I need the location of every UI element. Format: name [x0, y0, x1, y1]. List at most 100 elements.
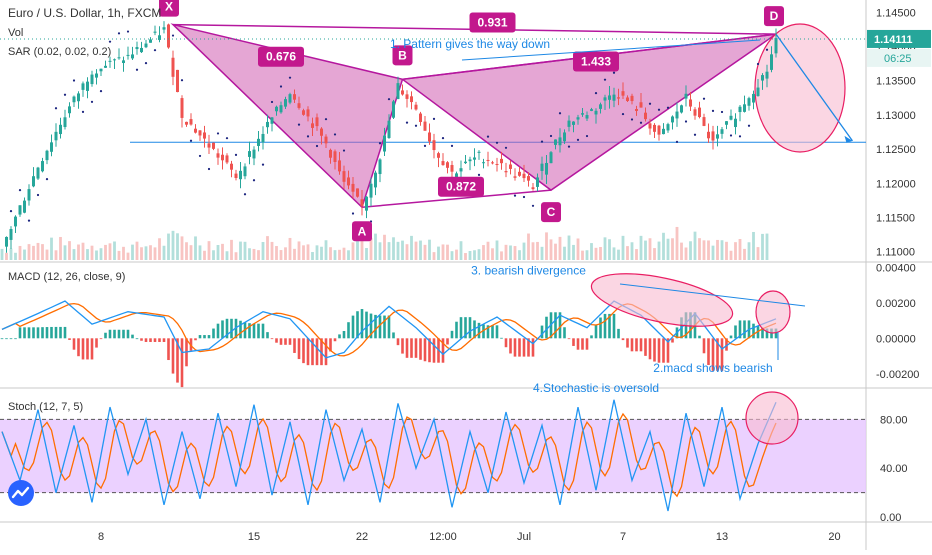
macd-histogram-bar [41, 327, 44, 339]
candle-body [527, 176, 530, 181]
volume-bar [549, 239, 553, 260]
macd-histogram-bar [617, 328, 620, 339]
divergence-ellipse [590, 273, 734, 327]
sar-dot [720, 110, 724, 114]
sar-dot [702, 97, 706, 100]
candle-body [477, 151, 481, 153]
volume-bar [716, 239, 719, 260]
macd-histogram-bar [63, 326, 67, 339]
candle-body [257, 138, 260, 146]
candle-body [617, 97, 620, 99]
stoch-tick-label: 40.00 [880, 463, 908, 475]
candle-body [684, 93, 688, 99]
macd-histogram-bar [756, 326, 760, 339]
candle-body [185, 121, 188, 125]
macd-histogram-bar [729, 335, 733, 339]
candle-body [392, 101, 395, 118]
macd-histogram-bar [446, 338, 449, 345]
candle-body [572, 121, 575, 125]
macd-histogram-bar [653, 338, 656, 362]
macd-histogram-bar [639, 338, 643, 352]
volume-bar [50, 237, 53, 260]
pattern-layer [130, 23, 866, 209]
macd-layer [0, 273, 806, 388]
volume-bar [131, 244, 134, 260]
tradingview-cloud-icon[interactable] [8, 480, 34, 506]
macd-histogram-bar [293, 338, 296, 353]
macd-histogram-bar [248, 323, 251, 339]
time-tick-label: 7 [620, 531, 626, 543]
volume-bar [486, 241, 490, 260]
macd-histogram-bar [5, 338, 8, 340]
volume-bar [644, 240, 647, 260]
volume-bar [122, 246, 125, 260]
macd-tick-label: 0.00400 [876, 262, 916, 274]
target-arrow-head [844, 135, 853, 143]
macd-histogram-bar [495, 325, 499, 339]
volume-bar [401, 240, 404, 260]
candle-body [297, 103, 301, 108]
sar-dot [540, 140, 544, 143]
macd-histogram-bar [171, 338, 175, 374]
countdown-tag [867, 48, 931, 67]
sar-dot [495, 141, 499, 144]
volume-bar [617, 249, 620, 260]
candle-body [689, 99, 692, 107]
volume-bar [306, 244, 310, 260]
volume-bar [729, 250, 733, 260]
macd-line [1, 300, 777, 359]
candle-body [504, 171, 508, 173]
volume-label: Vol [8, 27, 24, 39]
macd-histogram-bar [396, 338, 400, 346]
volume-bar [662, 232, 665, 260]
price-tick-label: 1.14500 [876, 7, 916, 19]
time-tick-label: 22 [356, 531, 368, 543]
candle-body [752, 93, 755, 103]
volume-bar [612, 247, 616, 260]
candle-body [23, 200, 26, 213]
sar-dot [45, 178, 49, 181]
sar-dot [531, 204, 535, 207]
volume-bar [324, 240, 328, 260]
macd-histogram-bar [59, 326, 62, 339]
candle-body [279, 105, 283, 113]
volume-bar [63, 245, 67, 260]
volume-bar [243, 241, 247, 260]
volume-bar [320, 246, 323, 260]
macd-histogram-bar [315, 338, 319, 366]
macd-histogram-bar [518, 338, 521, 357]
candle-body [486, 159, 490, 161]
pattern-point-c: C [547, 205, 556, 219]
macd-histogram-bar [563, 327, 566, 339]
macd-histogram-bar [599, 317, 602, 339]
candle-body [149, 39, 152, 43]
volume-bar [117, 250, 121, 260]
axis-layer: 1.145001.140001.135001.130001.125001.120… [0, 7, 931, 543]
macd-histogram-bar [50, 326, 53, 339]
volume-bar [369, 237, 373, 260]
candle-body [396, 83, 400, 100]
candle-body [707, 131, 710, 139]
pattern-ratio: 0.676 [266, 50, 296, 64]
volume-bar [626, 246, 629, 260]
volume-bar [252, 248, 256, 260]
volume-bar [522, 242, 526, 260]
macd-histogram-bar [306, 338, 310, 366]
volume-bar [680, 242, 683, 260]
macd-histogram-bar [635, 338, 638, 352]
macd-histogram-bar [257, 323, 260, 339]
volume-bar [518, 250, 521, 260]
macd-histogram-bar [203, 335, 206, 339]
candle-body [662, 128, 665, 135]
sar-dot [594, 92, 598, 95]
stoch-layer [1, 391, 799, 512]
macd-histogram-bar [504, 338, 508, 348]
macd-histogram-bar [81, 338, 85, 360]
candle-body [383, 135, 386, 152]
pattern-point-x-box [159, 0, 179, 17]
macd-histogram-bar [230, 318, 233, 339]
candle-body [225, 155, 229, 163]
macd-histogram-bar [131, 334, 134, 339]
